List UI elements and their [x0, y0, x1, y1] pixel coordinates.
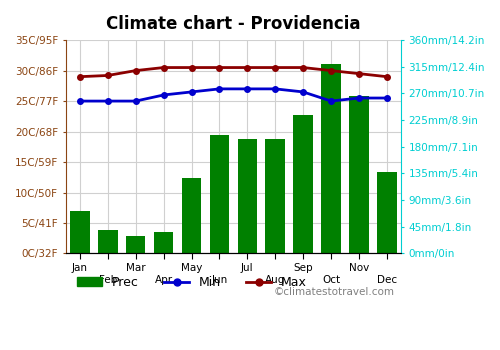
Bar	[266, 139, 285, 253]
Text: Jul: Jul	[241, 263, 254, 273]
Bar	[182, 177, 202, 253]
Bar	[377, 172, 396, 253]
Bar	[238, 139, 257, 253]
Bar	[294, 116, 313, 253]
Bar	[349, 96, 369, 253]
Legend: Prec, Min, Max: Prec, Min, Max	[72, 271, 312, 294]
Text: Oct: Oct	[322, 275, 340, 285]
Bar	[98, 230, 117, 253]
Text: ©climatestotravel.com: ©climatestotravel.com	[274, 287, 394, 297]
Text: Mar: Mar	[126, 263, 146, 273]
Text: Jan: Jan	[72, 263, 88, 273]
Text: Sep: Sep	[294, 263, 313, 273]
Bar	[126, 236, 146, 253]
Text: Apr: Apr	[154, 275, 172, 285]
Text: Feb: Feb	[98, 275, 117, 285]
Text: Dec: Dec	[377, 275, 397, 285]
Title: Climate chart - Providencia: Climate chart - Providencia	[106, 15, 360, 33]
Bar	[154, 232, 174, 253]
Text: May: May	[181, 263, 202, 273]
Bar	[210, 135, 229, 253]
Text: Aug: Aug	[265, 275, 285, 285]
Bar	[322, 64, 341, 253]
Bar	[70, 211, 89, 253]
Text: Nov: Nov	[349, 263, 369, 273]
Text: Jun: Jun	[212, 275, 228, 285]
